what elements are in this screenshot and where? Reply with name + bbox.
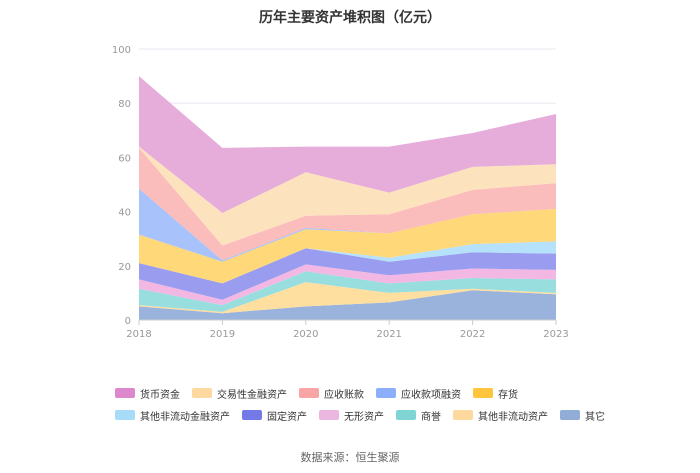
- legend-row: 其他非流动金融资产 固定资产 无形资产 商誉 其他非流动资产 其它: [115, 406, 635, 424]
- legend-swatch: [319, 410, 339, 420]
- area-存货: [139, 208, 556, 284]
- legend-item[interactable]: 无形资产: [319, 408, 384, 423]
- x-tick-label: 2021: [376, 329, 401, 340]
- legend-swatch: [242, 410, 262, 420]
- legend-item[interactable]: 商誉: [396, 408, 441, 423]
- legend-item[interactable]: 货币资金: [115, 386, 180, 401]
- y-tick-label: 100: [112, 45, 131, 56]
- legend-label: 其他非流动金融资产: [140, 411, 230, 423]
- legend: 货币资金 交易性金融资产 应收账款 应收款项融资 存货 其他非流动金融资产 固定资产 无形资…: [115, 384, 635, 428]
- legend-swatch: [396, 410, 416, 420]
- legend-item[interactable]: 存货: [473, 386, 518, 401]
- x-tick-label: 2022: [460, 329, 485, 340]
- axes: 0 20 40 60 80 100 2018 2019 2020 2021 2022 2023: [112, 45, 569, 340]
- legend-item[interactable]: 应收账款: [299, 386, 364, 401]
- area-其他非流动资产: [139, 282, 556, 314]
- legend-swatch: [473, 388, 493, 398]
- area-其它: [139, 290, 556, 320]
- legend-item[interactable]: 固定资产: [242, 408, 307, 423]
- legend-label: 应收账款: [324, 389, 364, 401]
- legend-item[interactable]: 其他非流动资产: [453, 408, 548, 423]
- legend-row: 货币资金 交易性金融资产 应收账款 应收款项融资 存货: [115, 384, 635, 402]
- data-source-label: 数据来源：恒生聚源: [300, 451, 400, 464]
- y-tick-label: 80: [118, 99, 131, 110]
- y-tick-label: 40: [118, 208, 131, 219]
- legend-label: 其他非流动资产: [478, 411, 548, 423]
- legend-label: 交易性金融资产: [217, 389, 287, 401]
- legend-swatch: [453, 410, 473, 420]
- legend-label: 其它: [585, 411, 605, 423]
- x-tick-label: 2019: [210, 329, 235, 340]
- legend-item[interactable]: 交易性金融资产: [192, 386, 287, 401]
- y-tick-label: 60: [118, 153, 131, 164]
- area-商誉: [139, 271, 556, 312]
- legend-item[interactable]: 应收款项融资: [376, 386, 461, 401]
- legend-swatch: [560, 410, 580, 420]
- legend-label: 无形资产: [344, 411, 384, 423]
- y-tick-label: 0: [125, 316, 131, 327]
- legend-item[interactable]: 其他非流动金融资产: [115, 408, 230, 423]
- legend-swatch: [299, 388, 319, 398]
- legend-swatch: [376, 388, 396, 398]
- legend-label: 货币资金: [140, 389, 180, 401]
- chart-title: 历年主要资产堆积图（亿元）: [259, 9, 441, 26]
- legend-label: 商誉: [421, 411, 441, 423]
- legend-label: 应收款项融资: [401, 389, 461, 401]
- area-固定资产: [139, 248, 556, 300]
- legend-label: 存货: [498, 389, 518, 401]
- x-tick-label: 2023: [543, 329, 568, 340]
- stacked-area-chart: 历年主要资产堆积图（亿元） 0 20 40 60 80 100 2018 2019 2020 20…: [112, 9, 569, 340]
- area-无形资产: [139, 264, 556, 306]
- x-tick-label: 2018: [126, 329, 151, 340]
- legend-label: 固定资产: [267, 411, 307, 423]
- legend-item[interactable]: 其它: [560, 408, 605, 423]
- legend-swatch: [192, 388, 212, 398]
- area-货币资金: [139, 76, 556, 213]
- area-交易性金融资产: [139, 146, 556, 246]
- legend-swatch: [115, 410, 135, 420]
- area-series: [139, 76, 556, 320]
- y-tick-label: 20: [118, 262, 131, 273]
- area-其他非流动金融资产: [139, 241, 556, 284]
- legend-swatch: [115, 388, 135, 398]
- x-tick-label: 2020: [293, 329, 318, 340]
- area-应收账款: [139, 147, 556, 261]
